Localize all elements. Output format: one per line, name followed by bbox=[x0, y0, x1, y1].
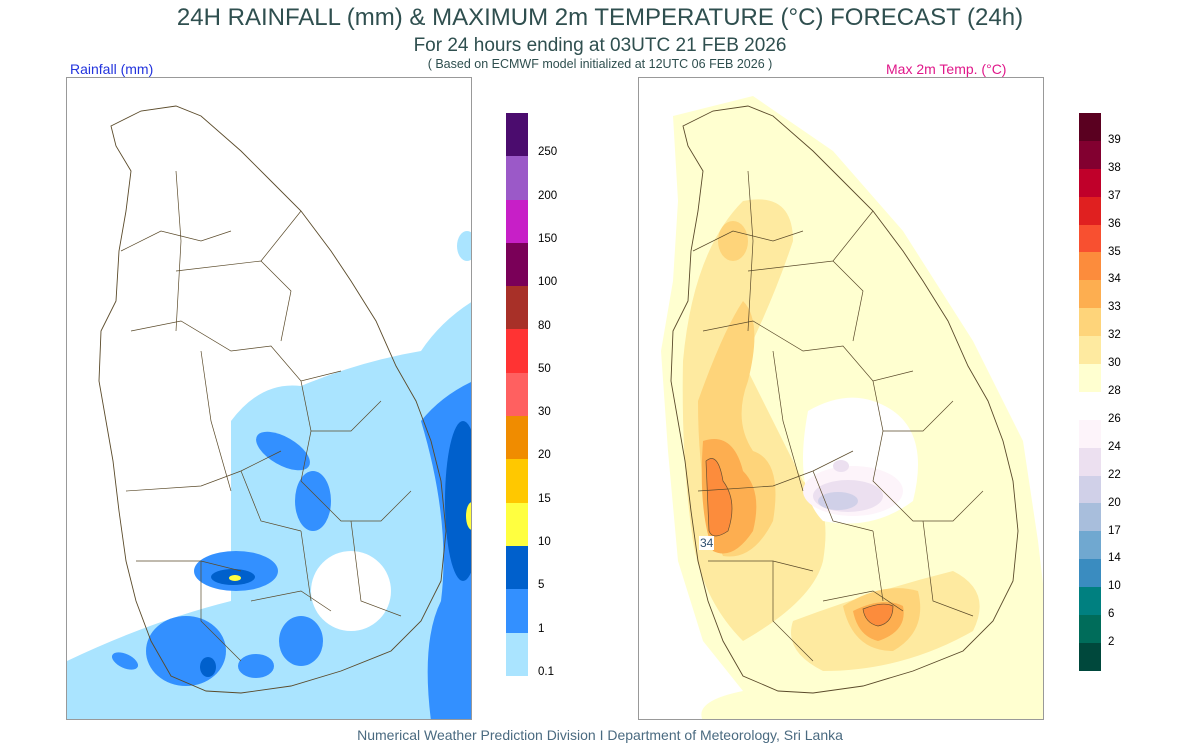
colorbar-label: 2 bbox=[1108, 636, 1115, 649]
rain-map-label: Rainfall (mm) bbox=[70, 61, 154, 77]
colorbar-label: 5 bbox=[538, 579, 545, 592]
colorbar-label: 39 bbox=[1108, 133, 1121, 146]
colorbar-swatch bbox=[506, 416, 528, 460]
colorbar-swatch bbox=[1079, 559, 1101, 588]
colorbar-label: 15 bbox=[538, 492, 551, 505]
colorbar-label: 6 bbox=[1108, 608, 1115, 621]
colorbar-label: 10 bbox=[1108, 580, 1121, 593]
colorbar-swatch bbox=[506, 156, 528, 200]
district-borders bbox=[692, 170, 984, 662]
rainfall-map bbox=[66, 77, 472, 720]
colorbar-label: 38 bbox=[1108, 161, 1121, 174]
model-note: ( Based on ECMWF model initialized at 12… bbox=[427, 57, 773, 71]
colorbar-label: 0.1 bbox=[538, 665, 554, 678]
colorbar-swatch bbox=[1079, 252, 1101, 281]
main-title: 24H RAINFALL (mm) & MAXIMUM 2m TEMPERATU… bbox=[176, 4, 1024, 31]
colorbar-label: 1 bbox=[538, 622, 545, 635]
colorbar-swatch bbox=[1079, 308, 1101, 337]
contour-label-34: 34 bbox=[699, 536, 715, 550]
colorbar-swatch bbox=[1079, 280, 1101, 309]
temp-shading bbox=[661, 96, 1043, 719]
colorbar-label: 24 bbox=[1108, 440, 1121, 453]
colorbar-label: 22 bbox=[1108, 468, 1121, 481]
colorbar-swatch bbox=[1079, 531, 1101, 560]
colorbar-swatch bbox=[1079, 140, 1101, 169]
colorbar-label: 20 bbox=[538, 449, 551, 462]
colorbar-label: 33 bbox=[1108, 301, 1121, 314]
colorbar-label: 20 bbox=[1108, 496, 1121, 509]
colorbar-label: 26 bbox=[1108, 412, 1121, 425]
subtitle: For 24 hours ending at 03UTC 21 FEB 2026 bbox=[413, 35, 787, 56]
colorbar-swatch bbox=[1079, 113, 1101, 141]
colorbar-label: 14 bbox=[1108, 552, 1121, 565]
colorbar-label: 30 bbox=[538, 406, 551, 419]
colorbar-swatch bbox=[506, 329, 528, 373]
colorbar-swatch bbox=[1079, 364, 1101, 392]
colorbar-swatch bbox=[506, 372, 528, 417]
colorbar-label: 100 bbox=[538, 276, 558, 289]
colorbar-swatch bbox=[1079, 503, 1101, 532]
colorbar-swatch bbox=[1079, 196, 1101, 225]
colorbar-label: 36 bbox=[1108, 217, 1121, 230]
colorbar-swatch bbox=[1079, 224, 1101, 253]
temperature-map: 34 bbox=[638, 77, 1044, 720]
colorbar-swatch bbox=[1079, 642, 1101, 671]
colorbar-swatch bbox=[506, 242, 528, 287]
colorbar-swatch bbox=[506, 589, 528, 633]
colorbar-label: 200 bbox=[538, 189, 558, 202]
colorbar-swatch bbox=[1079, 391, 1101, 420]
colorbar-label: 50 bbox=[538, 362, 551, 375]
colorbar-swatch bbox=[1079, 168, 1101, 197]
colorbar-swatch bbox=[1079, 475, 1101, 504]
colorbar-label: 17 bbox=[1108, 524, 1121, 537]
colorbar-label: 34 bbox=[1108, 273, 1121, 286]
temp-map-label: Max 2m Temp. (°C) bbox=[886, 61, 1007, 77]
colorbar-label: 35 bbox=[1108, 245, 1121, 258]
colorbar-label: 37 bbox=[1108, 189, 1121, 202]
footer-credit: Numerical Weather Prediction Division I … bbox=[357, 727, 843, 743]
colorbar-label: 32 bbox=[1108, 329, 1121, 342]
colorbar-swatch bbox=[1079, 336, 1101, 365]
colorbar-swatch bbox=[506, 286, 528, 330]
colorbar-swatch bbox=[506, 632, 528, 676]
colorbar-swatch bbox=[506, 199, 528, 243]
colorbar-swatch bbox=[1079, 615, 1101, 643]
colorbar-label: 10 bbox=[538, 536, 551, 548]
district-borders bbox=[120, 170, 412, 662]
rain-shading bbox=[67, 231, 471, 719]
colorbar-swatch bbox=[1079, 447, 1101, 476]
colorbar-swatch bbox=[1079, 587, 1101, 616]
colorbar-swatch bbox=[506, 502, 528, 546]
colorbar-swatch bbox=[506, 113, 528, 157]
colorbar-swatch bbox=[506, 545, 528, 590]
colorbar-label: 250 bbox=[538, 146, 558, 159]
colorbar-label: 80 bbox=[538, 319, 551, 332]
colorbar-label: 30 bbox=[1108, 357, 1121, 370]
colorbar-swatch bbox=[506, 459, 528, 503]
colorbar-label: 150 bbox=[538, 232, 558, 245]
temperature-colorbar bbox=[1079, 113, 1101, 671]
colorbar-label: 28 bbox=[1108, 385, 1121, 397]
rainfall-colorbar bbox=[506, 113, 528, 676]
colorbar-swatch bbox=[1079, 419, 1101, 448]
